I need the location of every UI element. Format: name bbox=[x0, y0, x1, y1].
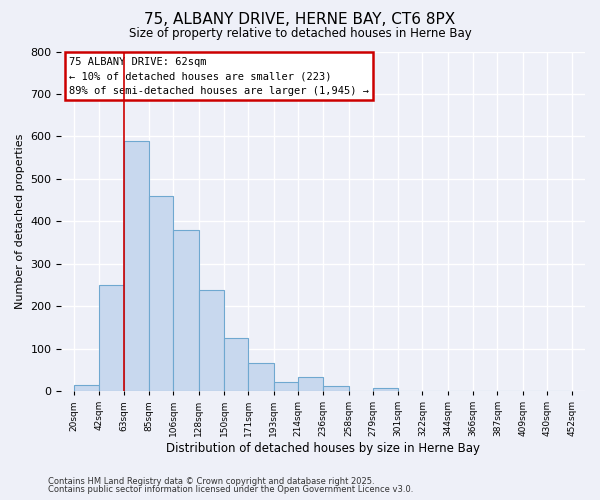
Bar bbox=[248, 362, 274, 391]
Bar bbox=[224, 338, 248, 391]
Bar bbox=[373, 388, 398, 391]
Bar bbox=[323, 386, 349, 391]
Bar bbox=[274, 382, 298, 391]
Text: 75, ALBANY DRIVE, HERNE BAY, CT6 8PX: 75, ALBANY DRIVE, HERNE BAY, CT6 8PX bbox=[145, 12, 455, 28]
Text: Size of property relative to detached houses in Herne Bay: Size of property relative to detached ho… bbox=[128, 28, 472, 40]
Bar bbox=[199, 290, 224, 391]
Bar bbox=[100, 285, 124, 391]
Bar bbox=[74, 384, 100, 391]
Bar bbox=[298, 378, 323, 391]
Text: 75 ALBANY DRIVE: 62sqm
← 10% of detached houses are smaller (223)
89% of semi-de: 75 ALBANY DRIVE: 62sqm ← 10% of detached… bbox=[69, 56, 369, 96]
X-axis label: Distribution of detached houses by size in Herne Bay: Distribution of detached houses by size … bbox=[166, 442, 480, 455]
Bar bbox=[149, 196, 173, 391]
Y-axis label: Number of detached properties: Number of detached properties bbox=[15, 134, 25, 309]
Bar bbox=[124, 140, 149, 391]
Text: Contains public sector information licensed under the Open Government Licence v3: Contains public sector information licen… bbox=[48, 485, 413, 494]
Bar bbox=[173, 230, 199, 391]
Text: Contains HM Land Registry data © Crown copyright and database right 2025.: Contains HM Land Registry data © Crown c… bbox=[48, 477, 374, 486]
